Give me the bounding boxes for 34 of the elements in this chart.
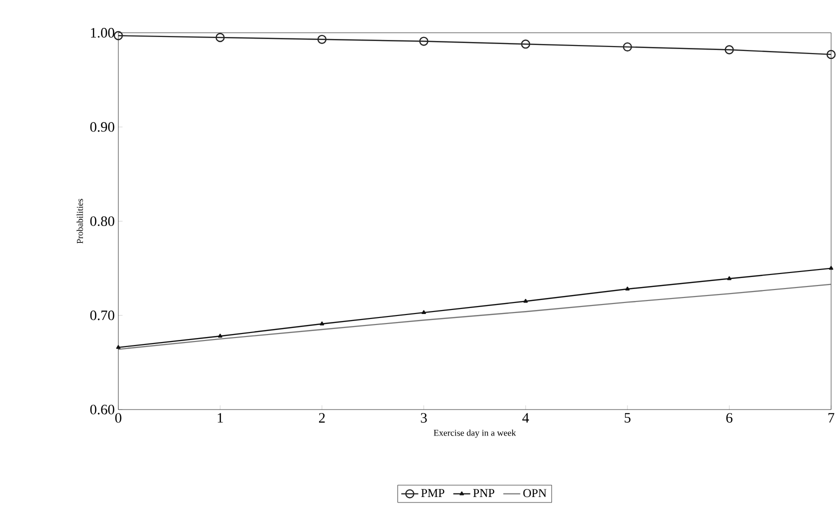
x-tick-label: 6: [726, 413, 732, 423]
y-tick-label: 0.70: [90, 310, 114, 320]
x-tick-label: 1: [218, 413, 223, 423]
point: [826, 50, 836, 60]
x-tick-label: 4: [522, 413, 529, 423]
point: [320, 322, 324, 326]
point: [216, 32, 225, 42]
x-tick-label: 0: [115, 413, 122, 423]
point: [116, 345, 120, 349]
point: [419, 36, 428, 46]
point: [727, 276, 732, 280]
legend-label: OPN: [523, 489, 546, 498]
point: [114, 31, 123, 40]
x-tick-label: 5: [624, 413, 630, 423]
x-axis-title: Exercise day in a week: [434, 430, 516, 438]
x-tick-label: 7: [828, 413, 834, 422]
point: [521, 40, 530, 49]
y-tick-label: 0.80: [90, 216, 114, 226]
y-tick-label: 0.90: [90, 122, 114, 132]
point: [422, 310, 426, 314]
legend-label: PNP: [473, 489, 494, 497]
y-tick-label: 0.60: [90, 404, 114, 414]
x-tick-label: 3: [420, 413, 427, 423]
y-tick-label: 1.00: [91, 28, 114, 38]
point: [724, 45, 734, 54]
point: [622, 42, 632, 52]
point: [625, 286, 630, 291]
point: [828, 266, 834, 270]
point: [218, 334, 222, 338]
legend-label: PMP: [421, 489, 444, 497]
y-axis-title: Probabilities: [76, 198, 83, 244]
point: [523, 298, 528, 303]
x-tick-label: 2: [319, 413, 325, 423]
point: [317, 34, 327, 44]
